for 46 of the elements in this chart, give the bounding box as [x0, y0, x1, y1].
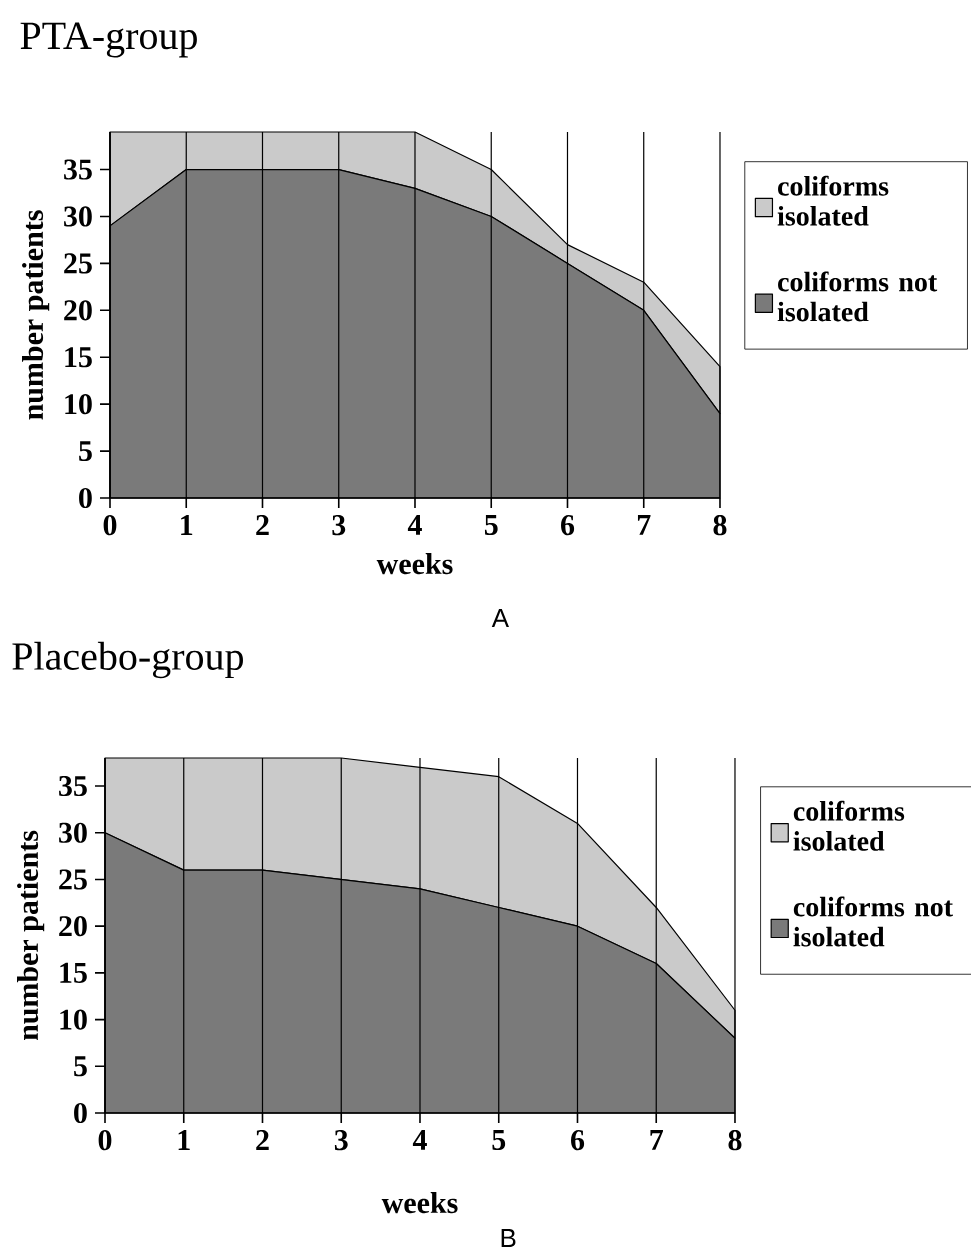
x-tick-label: 5: [492, 1130, 506, 1150]
x-axis-title: weeks: [381, 1192, 458, 1214]
x-tick-label: 3: [334, 1130, 348, 1151]
y-tick-label: 25: [59, 869, 87, 890]
y-tick-label: 25: [64, 253, 92, 274]
y-tick-label: 5: [79, 441, 92, 462]
x-tick-label: 0: [103, 515, 117, 536]
legend-label: coliforms not isolated: [777, 271, 938, 322]
y-tick-label: 30: [64, 206, 92, 227]
y-tick-label: 35: [64, 159, 92, 180]
y-axis-title: number patients: [22, 210, 50, 420]
legend-label: coliforms isolated: [793, 800, 905, 851]
x-tick-label: 6: [571, 1130, 585, 1151]
x-tick-label: 8: [728, 1130, 742, 1151]
text: B: [501, 1229, 516, 1247]
y-tick-label: 5: [74, 1056, 87, 1077]
x-tick-label: 2: [256, 1130, 269, 1150]
y-tick-label: 30: [59, 822, 87, 843]
y-axis-title: number patients: [17, 830, 45, 1041]
x-axis-title: weeks: [376, 553, 453, 575]
y-tick-label: 10: [60, 1009, 87, 1030]
y-tick-label: 20: [59, 916, 87, 937]
y-tick-label: 10: [65, 394, 92, 415]
x-tick-label: 7: [637, 515, 651, 535]
legend-label: coliforms isolated: [777, 175, 889, 226]
y-tick-label: 15: [60, 962, 87, 983]
x-tick-label: 7: [650, 1130, 664, 1150]
x-tick-label: 6: [561, 515, 575, 536]
y-tick-label: 35: [59, 775, 87, 797]
text: A: [491, 609, 509, 627]
x-tick-label: 2: [256, 515, 269, 535]
y-tick-label: 0: [74, 1102, 87, 1124]
y-tick-label: 0: [79, 487, 92, 509]
x-tick-label: 8: [713, 515, 727, 536]
chart-title: Placebo-group: [12, 641, 243, 679]
x-tick-label: 1: [181, 515, 193, 535]
y-tick-label: 15: [65, 347, 92, 368]
chart-title: PTA-group: [20, 22, 197, 58]
x-tick-label: 4: [407, 515, 422, 535]
y-tick-label: 20: [64, 300, 92, 321]
x-tick-label: 3: [332, 515, 346, 536]
x-tick-label: 0: [98, 1130, 112, 1151]
legend-label: coliforms not isolated: [793, 896, 953, 947]
x-tick-label: 5: [484, 515, 498, 535]
x-tick-label: 4: [412, 1130, 427, 1150]
x-tick-label: 1: [178, 1130, 190, 1150]
